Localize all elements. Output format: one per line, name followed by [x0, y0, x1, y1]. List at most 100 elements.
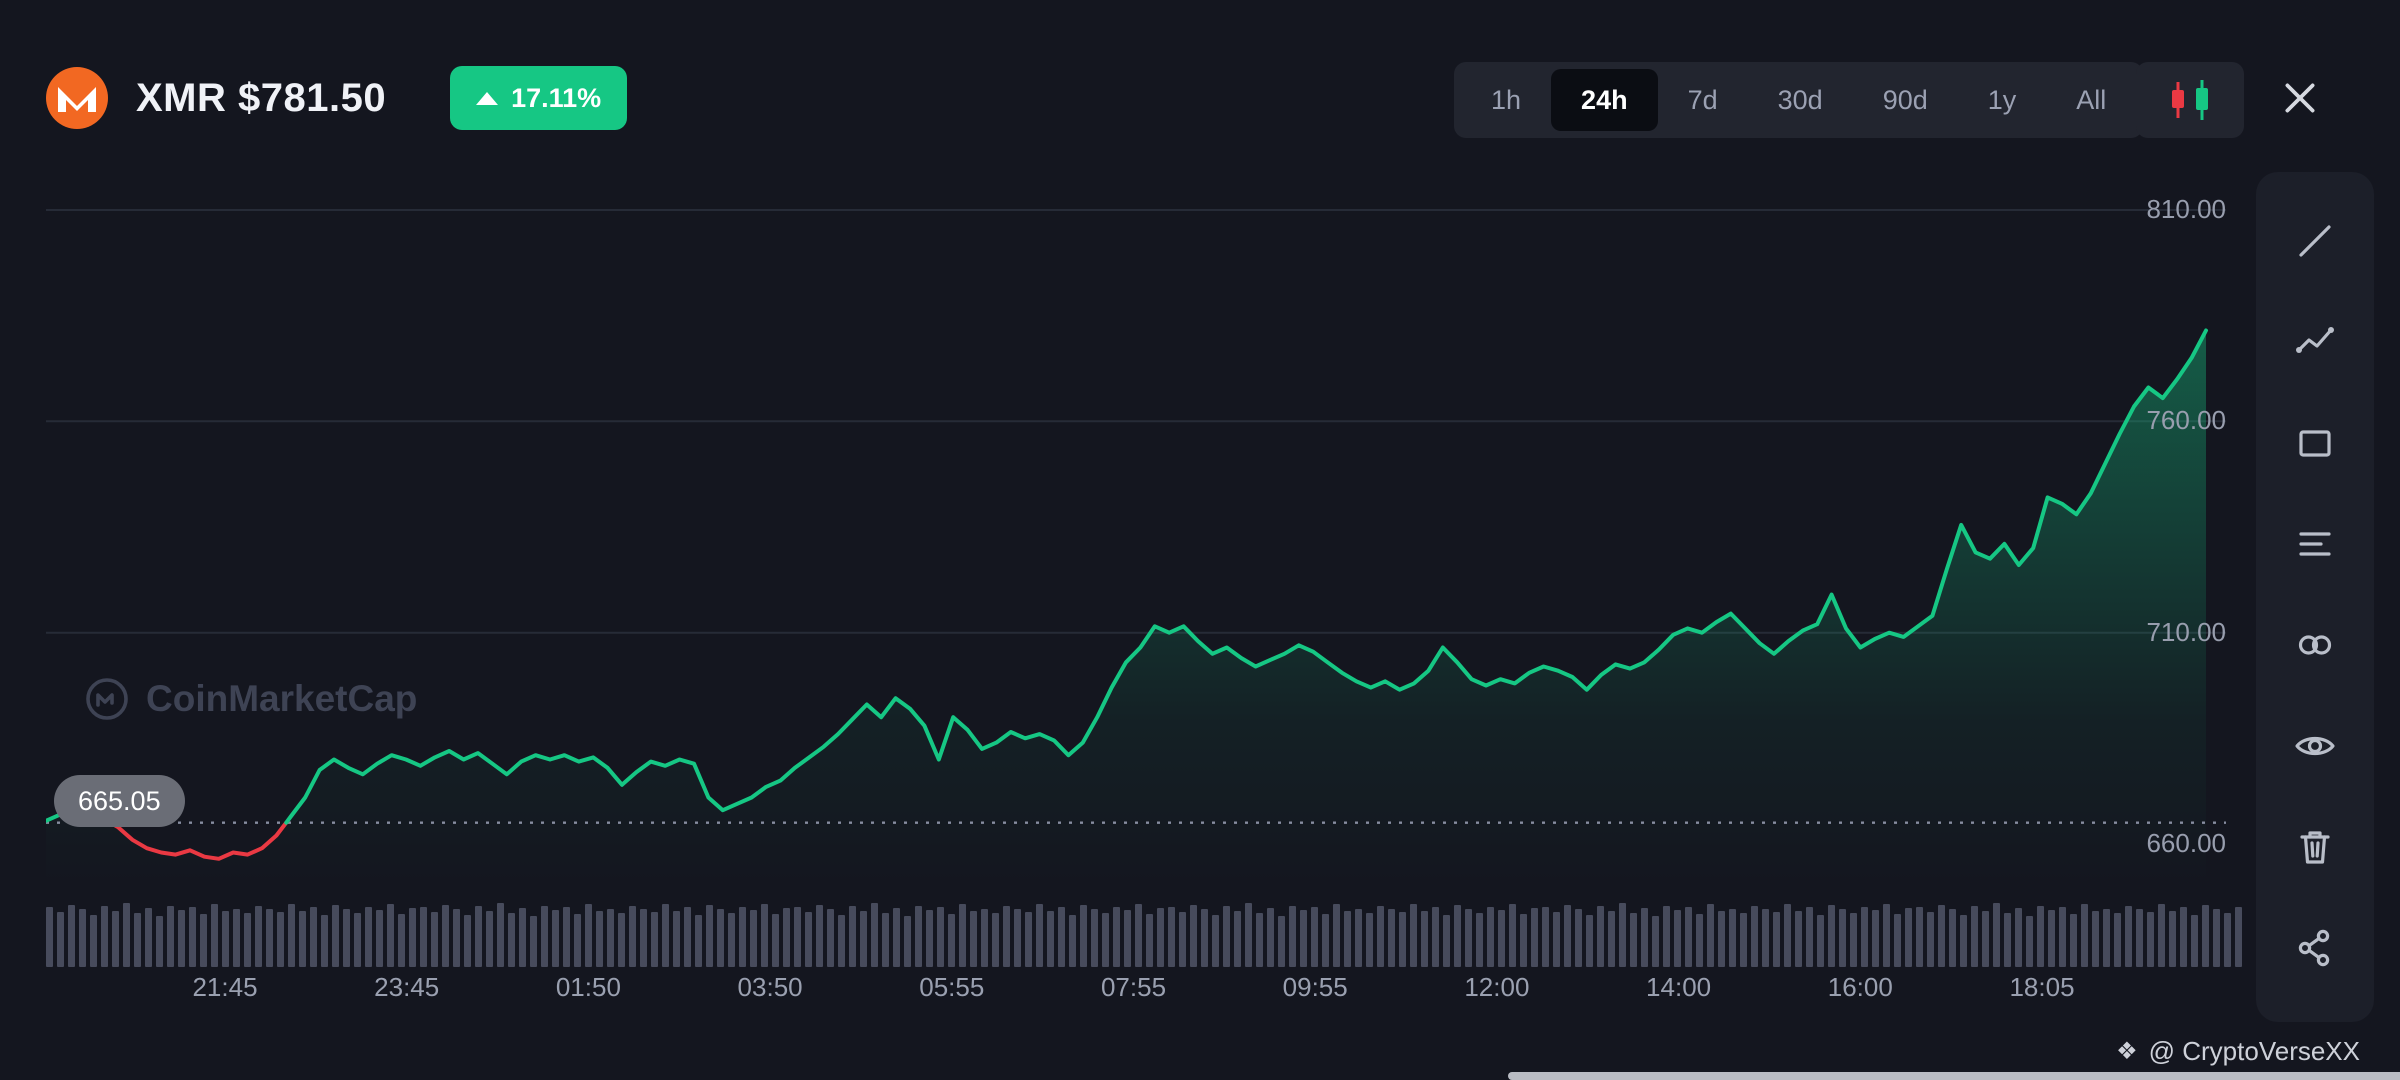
- volume-bar: [959, 904, 966, 967]
- volume-bar: [783, 908, 790, 967]
- volume-bar: [563, 907, 570, 967]
- volume-bar: [1014, 909, 1021, 967]
- volume-bar: [1806, 907, 1813, 967]
- volume-bar: [1300, 910, 1307, 967]
- volume-bar: [552, 910, 559, 967]
- volume-bar: [1003, 906, 1010, 967]
- trend-line-tool-button[interactable]: [2292, 218, 2338, 264]
- volume-bar: [2070, 914, 2077, 967]
- volume-bar: [1883, 904, 1890, 967]
- volume-bar: [772, 914, 779, 967]
- infinity-tool-button[interactable]: [2292, 622, 2338, 668]
- volume-bar: [2114, 913, 2121, 967]
- price-chart[interactable]: [46, 180, 2226, 970]
- timeframe-tab-7d[interactable]: 7d: [1658, 69, 1748, 131]
- volume-bar: [211, 904, 218, 967]
- timeframe-tab-30d[interactable]: 30d: [1748, 69, 1853, 131]
- volume-bar: [1311, 907, 1318, 967]
- close-icon: [2285, 83, 2315, 113]
- volume-bar: [761, 904, 768, 967]
- volume-bar: [1333, 904, 1340, 967]
- volume-bar: [321, 915, 328, 967]
- volume-bar: [1036, 904, 1043, 967]
- timeframe-tab-24h[interactable]: 24h: [1551, 69, 1658, 131]
- volume-bar: [1949, 909, 1956, 967]
- volume-bar: [1784, 904, 1791, 967]
- horizontal-scrollbar[interactable]: [1508, 1072, 2400, 1080]
- volume-bar: [1663, 906, 1670, 967]
- visibility-tool-button[interactable]: [2292, 723, 2338, 769]
- volume-bar: [1872, 910, 1879, 967]
- timeframe-tab-90d[interactable]: 90d: [1853, 69, 1958, 131]
- volume-bar: [1135, 904, 1142, 967]
- delete-tool-button[interactable]: [2292, 824, 2338, 870]
- x-axis-label: 01:50: [555, 972, 621, 1002]
- parallel-lines-icon: [2299, 532, 2331, 556]
- rectangle-tool-button[interactable]: [2292, 420, 2338, 466]
- x-axis-label: 18:05: [2009, 972, 2075, 1002]
- close-button[interactable]: [2273, 71, 2327, 125]
- volume-bar: [398, 914, 405, 967]
- candlestick-toggle-button[interactable]: [2136, 62, 2244, 138]
- volume-bar: [1267, 908, 1274, 967]
- volume-bar: [1025, 912, 1032, 967]
- volume-bar: [1597, 906, 1604, 967]
- volume-bar: [1740, 913, 1747, 967]
- volume-bar: [2180, 907, 2187, 967]
- volume-bar: [1894, 914, 1901, 967]
- volume-bar: [1850, 913, 1857, 967]
- x-axis-label: 03:50: [737, 972, 803, 1002]
- volume-bar: [893, 908, 900, 967]
- timeframe-tab-all[interactable]: All: [2046, 69, 2136, 131]
- volume-bars: [46, 901, 2246, 967]
- volume-bar: [805, 912, 812, 967]
- infinity-icon: [2298, 635, 2332, 655]
- volume-bar: [497, 903, 504, 967]
- volume-bar: [1817, 915, 1824, 967]
- volume-bar: [475, 906, 482, 967]
- volume-bar: [420, 907, 427, 967]
- volume-bar: [1916, 907, 1923, 967]
- volume-bar: [1443, 915, 1450, 967]
- volume-bar: [981, 909, 988, 967]
- volume-bar: [728, 913, 735, 967]
- y-axis-label: 760.00: [2146, 405, 2226, 436]
- volume-bar: [255, 906, 262, 967]
- volume-bar: [156, 916, 163, 967]
- multi-line-tool-button[interactable]: [2292, 319, 2338, 365]
- volume-bar: [1685, 907, 1692, 967]
- volume-bar: [904, 916, 911, 967]
- coinmarketcap-logo-icon: [86, 678, 128, 720]
- volume-bar: [2092, 911, 2099, 967]
- volume-bar: [1399, 912, 1406, 967]
- volume-bar: [1608, 911, 1615, 967]
- share-tool-button[interactable]: [2292, 925, 2338, 971]
- volume-bar: [464, 915, 471, 967]
- volume-bar: [1256, 913, 1263, 967]
- volume-bar: [1905, 908, 1912, 967]
- volume-bar: [1377, 906, 1384, 967]
- volume-bar: [519, 908, 526, 967]
- volume-bar: [1630, 913, 1637, 967]
- volume-bar: [651, 912, 658, 967]
- volume-bar: [1542, 907, 1549, 967]
- volume-bar: [1575, 909, 1582, 967]
- volume-bar: [167, 906, 174, 967]
- volume-bar: [79, 909, 86, 967]
- volume-bar: [1410, 904, 1417, 967]
- volume-bar: [2224, 913, 2231, 967]
- timeframe-tab-1h[interactable]: 1h: [1461, 69, 1551, 131]
- volume-bar: [1729, 909, 1736, 967]
- volume-bar: [2169, 911, 2176, 967]
- timeframe-tab-1y[interactable]: 1y: [1958, 69, 2047, 131]
- volume-bar: [354, 913, 361, 967]
- volume-bar: [1168, 907, 1175, 967]
- parallel-lines-tool-button[interactable]: [2292, 521, 2338, 567]
- volume-bar: [2125, 906, 2132, 967]
- volume-bar: [112, 911, 119, 967]
- volume-bar: [1080, 905, 1087, 967]
- volume-bar: [1223, 906, 1230, 967]
- volume-bar: [68, 905, 75, 967]
- volume-bar: [1113, 907, 1120, 967]
